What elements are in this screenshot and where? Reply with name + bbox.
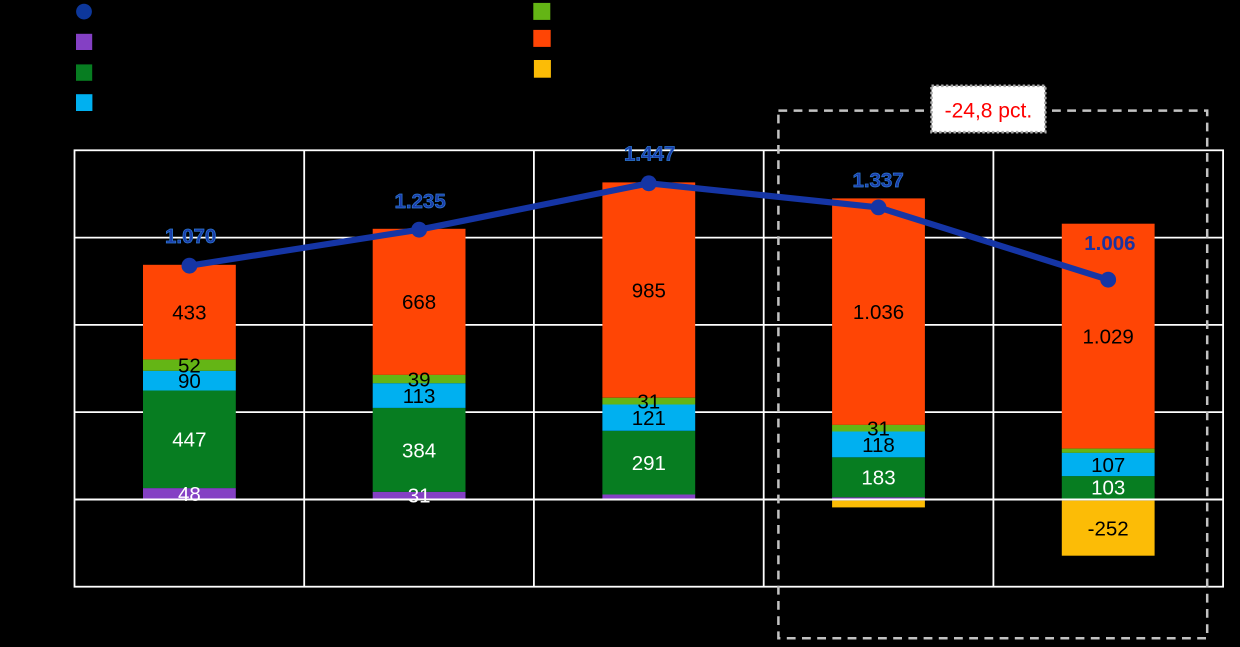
svg-text:1.006: 1.006 bbox=[1084, 232, 1135, 255]
svg-text:985: 985 bbox=[632, 279, 666, 302]
svg-text:-252: -252 bbox=[1088, 518, 1129, 541]
svg-text:1.070: 1.070 bbox=[165, 225, 216, 248]
svg-text:118: 118 bbox=[862, 434, 895, 457]
svg-text:1.337: 1.337 bbox=[852, 169, 903, 192]
svg-text:-24,8 pct.: -24,8 pct. bbox=[945, 99, 1033, 122]
svg-text:31: 31 bbox=[867, 418, 890, 441]
svg-text:31: 31 bbox=[637, 390, 660, 413]
svg-text:1.447: 1.447 bbox=[624, 143, 675, 166]
svg-text:1.036: 1.036 bbox=[853, 301, 904, 324]
svg-text:183: 183 bbox=[861, 467, 895, 490]
svg-text:447: 447 bbox=[172, 429, 206, 452]
svg-text:103: 103 bbox=[1091, 477, 1125, 500]
svg-text:107: 107 bbox=[1091, 454, 1125, 477]
svg-text:1.235: 1.235 bbox=[394, 190, 445, 213]
svg-text:668: 668 bbox=[402, 291, 436, 314]
svg-text:48: 48 bbox=[178, 483, 201, 506]
svg-text:31: 31 bbox=[408, 485, 431, 508]
svg-text:121: 121 bbox=[632, 407, 666, 430]
svg-text:384: 384 bbox=[402, 439, 436, 462]
svg-text:39: 39 bbox=[408, 368, 431, 391]
svg-text:52: 52 bbox=[178, 355, 201, 378]
svg-text:291: 291 bbox=[632, 452, 666, 475]
svg-text:113: 113 bbox=[403, 385, 436, 408]
svg-text:1.029: 1.029 bbox=[1083, 326, 1134, 349]
svg-text:90: 90 bbox=[178, 370, 201, 393]
svg-text:433: 433 bbox=[172, 302, 206, 325]
